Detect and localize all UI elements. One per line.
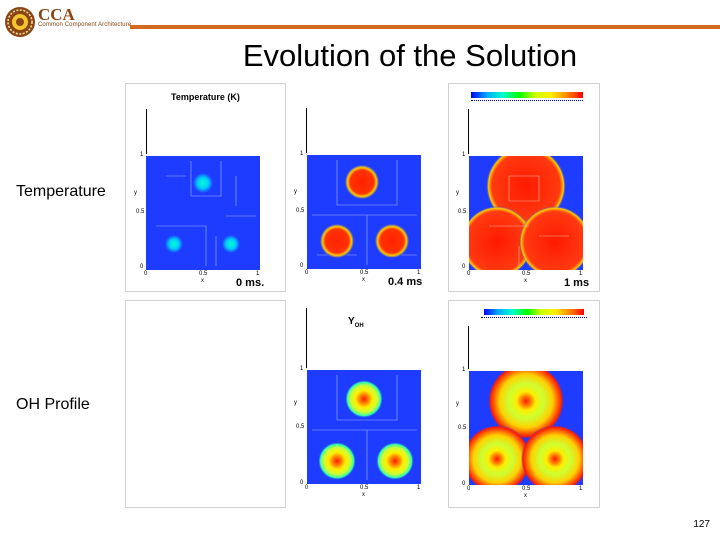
colorbar-labels <box>471 100 583 105</box>
x-tick: 1 <box>579 486 583 492</box>
time-label: 0 ms. <box>236 277 265 289</box>
row-label-oh: OH Profile <box>16 396 90 413</box>
temperature-plot-title: Temperature (K) <box>171 92 240 102</box>
y-tick: 0 <box>140 264 144 270</box>
y-tick: 0.5 <box>136 209 145 215</box>
y-tick: 0.5 <box>458 209 467 215</box>
x-tick: 0.5 <box>522 486 531 492</box>
y-tick: 0 <box>300 263 304 269</box>
oh-field-t1 <box>307 370 421 484</box>
colorbar <box>471 92 583 98</box>
x-tick: 0.5 <box>522 271 531 277</box>
y-axis-label: y <box>134 190 137 196</box>
y-axis-label: y <box>456 401 459 407</box>
x-tick: 1 <box>417 485 421 491</box>
y-tick: 1 <box>462 367 466 373</box>
cca-logo-icon <box>5 7 35 37</box>
oh-panel-t1: YOH 1 0.5 0 0 0.5 1 x y <box>288 300 431 508</box>
y-axis-label: y <box>294 400 297 406</box>
time-label: 1 ms <box>564 277 590 289</box>
x-axis-label: x <box>524 278 527 284</box>
y-tick: 0.5 <box>296 424 305 430</box>
axis-line <box>146 109 147 154</box>
oh-plot-title: YOH <box>348 316 364 329</box>
brand-name: CCA <box>38 5 75 24</box>
x-tick: 1 <box>579 271 583 277</box>
y-axis-label: y <box>456 190 459 196</box>
x-tick: 0.5 <box>360 270 369 276</box>
temperature-panel-t2: 1 0.5 0 0 0.5 1 x y 1 ms <box>448 83 600 292</box>
x-axis-label: x <box>362 492 365 498</box>
colorbar <box>484 309 584 315</box>
row-label-temperature: Temperature <box>16 183 106 200</box>
x-tick: 1 <box>417 270 421 276</box>
x-tick: 0 <box>305 270 309 276</box>
x-tick: 1 <box>256 271 260 277</box>
header-rule <box>130 25 720 29</box>
x-tick: 0.5 <box>360 485 369 491</box>
y-tick: 1 <box>462 152 466 158</box>
x-tick: 0 <box>467 486 471 492</box>
colorbar-labels <box>481 317 587 322</box>
x-tick: 0 <box>467 271 471 277</box>
slide-title: Evolution of the Solution <box>242 38 578 73</box>
oh-panel-t0-empty <box>125 300 286 508</box>
oh-field-t2 <box>469 371 583 485</box>
x-tick: 0 <box>305 485 309 491</box>
axis-line <box>468 326 469 369</box>
axis-line <box>468 109 469 154</box>
axis-line <box>306 108 307 153</box>
y-tick: 0 <box>462 481 466 487</box>
y-tick: 1 <box>300 151 304 157</box>
y-tick: 0 <box>462 264 466 270</box>
y-tick: 1 <box>140 152 144 158</box>
x-tick: 0.5 <box>199 271 208 277</box>
temperature-field-t1 <box>307 155 421 269</box>
temperature-field-t0 <box>146 156 260 270</box>
y-axis-label: y <box>294 189 297 195</box>
x-tick: 0 <box>144 271 148 277</box>
oh-panel-t2: 1 0.5 0 0 0.5 1 x y <box>448 300 600 508</box>
y-tick: 1 <box>300 366 304 372</box>
x-axis-label: x <box>362 277 365 283</box>
temperature-panel-t0: Temperature (K) 1 0.5 0 0 0.5 1 x y 0 ms… <box>125 83 286 292</box>
temperature-panel-t1: 1 0.5 0 0 0.5 1 x y 0.4 ms <box>288 83 431 292</box>
x-axis-label: x <box>201 278 204 284</box>
brand-tagline: Common Component Architecture <box>38 22 132 28</box>
x-axis-label: x <box>524 493 527 499</box>
time-label: 0.4 ms <box>388 276 423 288</box>
temperature-field-t2 <box>469 156 583 270</box>
y-tick: 0.5 <box>296 208 305 214</box>
page-number: 127 <box>693 519 710 530</box>
y-tick: 0.5 <box>458 425 467 431</box>
y-tick: 0 <box>300 480 304 486</box>
axis-line <box>306 308 307 368</box>
